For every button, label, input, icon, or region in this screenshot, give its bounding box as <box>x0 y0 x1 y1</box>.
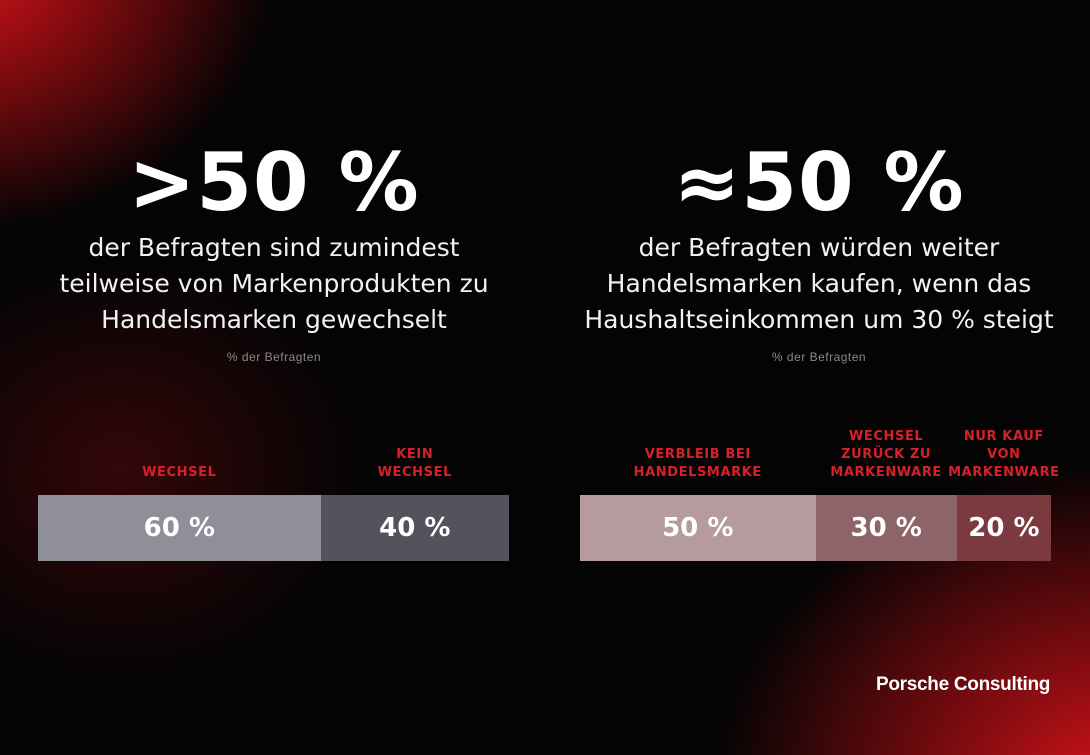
left-bar-value-2: 40 % <box>379 513 451 543</box>
right-description: der Befragten würden weiter Handelsmarke… <box>584 233 1054 334</box>
right-bar-value-1: 50 % <box>662 513 734 543</box>
left-stacked-bar: 60 % 40 % <box>38 495 509 561</box>
brand-logo: Porsche Consulting <box>876 674 1051 695</box>
right-bar-value-2: 30 % <box>850 513 922 543</box>
right-segment-label-1: VERBLEIB BEI HANDELSMARKE <box>633 447 762 480</box>
left-caption: % der Befragten <box>226 350 322 364</box>
right-segment-label-2: WECHSEL ZURÜCK ZU MARKENWARE <box>830 429 942 480</box>
left-bar-segment-2: 40 % <box>320 495 509 561</box>
left-headline: >50 % <box>128 136 420 229</box>
left-segment-label-2: KEIN WECHSEL <box>377 447 452 480</box>
left-description: der Befragten sind zumindest teilweise v… <box>59 233 489 334</box>
right-headline: ≈50 % <box>673 136 965 229</box>
right-bar-segment-2: 30 % <box>815 495 957 561</box>
right-bar-value-3: 20 % <box>968 513 1040 543</box>
right-stacked-bar: 50 % 30 % 20 % <box>580 495 1051 561</box>
left-segment-label-1: WECHSEL <box>142 465 217 480</box>
right-bar-segment-3: 20 % <box>956 495 1051 561</box>
left-bar-segment-1: 60 % <box>38 495 321 561</box>
right-caption: % der Befragten <box>771 350 867 364</box>
left-bar-value-1: 60 % <box>143 513 215 543</box>
right-segment-label-3: NUR KAUF VON MARKENWARE <box>948 429 1060 480</box>
right-bar-segment-1: 50 % <box>580 495 816 561</box>
